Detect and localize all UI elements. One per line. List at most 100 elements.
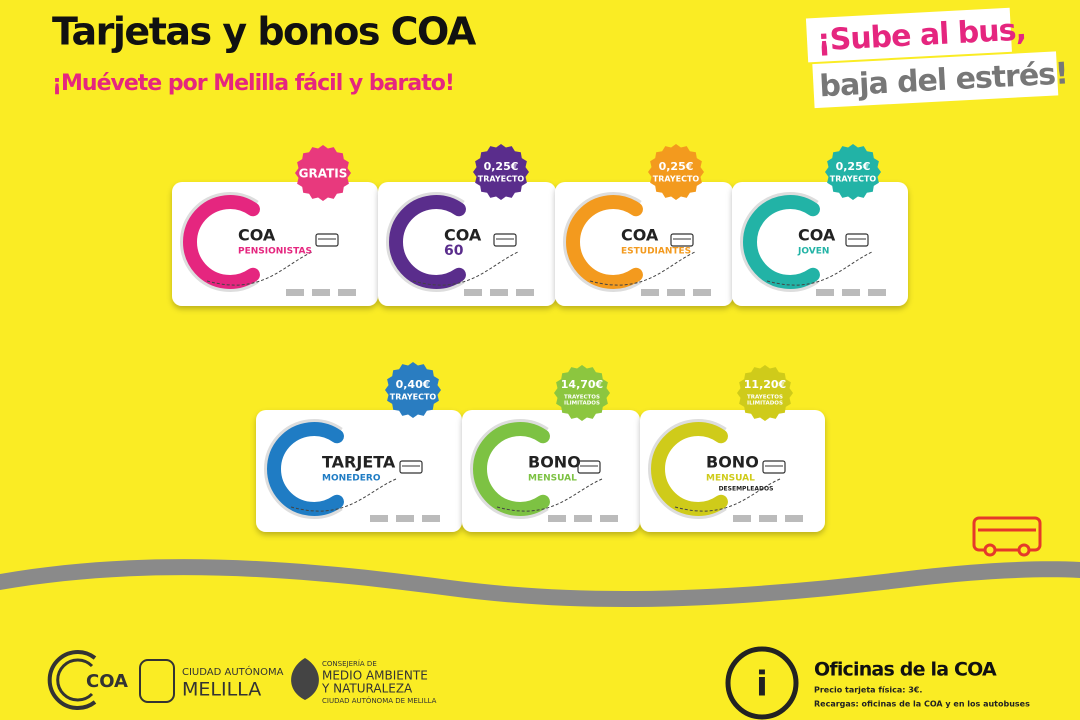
- card-name: COA: [444, 226, 482, 245]
- card-c-shadow: [648, 419, 727, 519]
- badge: [737, 365, 793, 421]
- subtitle: ¡Muévete por Melilla fácil y barato!: [52, 71, 454, 96]
- badge-text: TRAYECTO: [478, 175, 525, 184]
- consejeria-logo: CIUDAD AUTÓNOMA DE MELILLA: [322, 696, 437, 705]
- card-subname: 60: [444, 243, 464, 259]
- card-logo: [842, 289, 860, 296]
- card-c-shadow: [180, 192, 259, 292]
- card-subname: MENSUAL: [528, 474, 577, 484]
- card-logo: [312, 289, 330, 296]
- card-subname: PENSIONISTAS: [238, 247, 312, 257]
- badge: [385, 362, 441, 418]
- card-c: [651, 422, 728, 516]
- footer-logos: COA CIUDAD AUTÓNOMA MELILLA CONSEJERÍA D…: [47, 650, 437, 710]
- card-logo: [516, 289, 534, 296]
- badge-text: GRATIS: [299, 167, 348, 181]
- card-c-shadow: [264, 419, 343, 519]
- coa-logo: COA: [86, 671, 128, 692]
- info: i Oficinas de la COA Precio tarjeta físi…: [725, 646, 1030, 720]
- card-route: [766, 251, 873, 286]
- card-logo: [759, 515, 777, 522]
- card-logo: [490, 289, 508, 296]
- card-subname: DESEMPLEADOS: [719, 486, 774, 493]
- slogan-box: [805, 7, 1012, 63]
- badge-text: 0,25€: [484, 160, 519, 173]
- card-name: COA: [238, 226, 276, 245]
- card-name: COA: [621, 226, 659, 245]
- card-bus: [845, 233, 869, 247]
- card-bus: [493, 233, 517, 247]
- card-c: [267, 422, 344, 516]
- card-logo: [574, 515, 592, 522]
- road: [0, 559, 1080, 608]
- card-logo: [868, 289, 886, 296]
- card-logo: [733, 515, 751, 522]
- info-title: Oficinas de la COA: [814, 659, 997, 681]
- card-logo: [464, 289, 482, 296]
- melilla-crest: [139, 659, 175, 703]
- badge-text: 0,25€: [836, 160, 871, 173]
- coa-logo-mark: [56, 658, 94, 702]
- card-route: [496, 478, 603, 512]
- melilla-logo: MELILLA: [182, 679, 261, 701]
- card-bus: [315, 233, 339, 247]
- card-route: [674, 478, 781, 512]
- badge-text: TRAYECTOS: [747, 395, 783, 401]
- coa-logo-mark: [47, 650, 97, 710]
- card: COA JOVEN 0,25€ TRAYECTO: [732, 144, 908, 306]
- consejeria-logo: CONSEJERÍA DE: [322, 659, 377, 668]
- card-c: [389, 195, 466, 289]
- card-c-shadow: [740, 192, 819, 292]
- card-logo: [396, 515, 414, 522]
- card-name: BONO: [528, 453, 581, 472]
- card: BONO MENSUAL DESEMPLEADOS 11,20€ TRAYECTOSIL…: [640, 365, 825, 532]
- consejeria-logo: Y NATURALEZA: [321, 682, 413, 696]
- badge: [473, 144, 529, 200]
- card-logo: [785, 515, 803, 522]
- consejeria-leaf: [291, 658, 319, 700]
- badge-text: 11,20€: [744, 378, 786, 391]
- cards: COAPENSIONISTASGRATISCOA600,25€TRAYECTOC…: [172, 144, 908, 532]
- card-c: [473, 422, 550, 516]
- card-bus: [399, 460, 423, 474]
- badge-text: ILIMITADOS: [747, 401, 783, 407]
- info-line: Recargas: oficinas de la COA y en los au…: [814, 700, 1030, 709]
- badge-text: TRAYECTO: [390, 393, 437, 402]
- card-c: [566, 195, 643, 289]
- card-logo: [548, 515, 566, 522]
- card-c-shadow: [563, 192, 642, 292]
- badge-text: TRAYECTO: [653, 175, 700, 184]
- card-c-shadow: [386, 192, 465, 292]
- card-logo: [641, 289, 659, 296]
- bus-icon: [972, 516, 1042, 557]
- consejeria-logo: MEDIO AMBIENTE: [322, 669, 428, 683]
- card-subname: JOVEN: [797, 247, 829, 257]
- card-c: [743, 195, 820, 289]
- slogan-box: [812, 51, 1059, 109]
- badge-text: TRAYECTOS: [564, 395, 600, 401]
- card-route: [290, 478, 397, 512]
- card: COA ESTUDIANTES 0,25€ TRAYECTO: [555, 144, 733, 306]
- card-name: COA: [798, 226, 836, 245]
- badge: [295, 145, 351, 201]
- card-logo: [600, 515, 618, 522]
- info-icon: i: [756, 665, 768, 705]
- card-logo: [816, 289, 834, 296]
- badge: [825, 144, 881, 200]
- card-route: [589, 251, 696, 286]
- card-route: [206, 251, 313, 286]
- card-subname: MENSUAL: [706, 474, 755, 484]
- slogan: ¡Sube al bus, baja del estrés!: [805, 7, 1069, 109]
- bus-body: [972, 516, 1042, 552]
- card-c-shadow: [470, 419, 549, 519]
- badge: [648, 144, 704, 200]
- card-bus: [670, 233, 694, 247]
- card-name: BONO: [706, 453, 759, 472]
- bus-wheel: [1017, 543, 1031, 557]
- badge-text: TRAYECTO: [830, 175, 877, 184]
- card-logo: [286, 289, 304, 296]
